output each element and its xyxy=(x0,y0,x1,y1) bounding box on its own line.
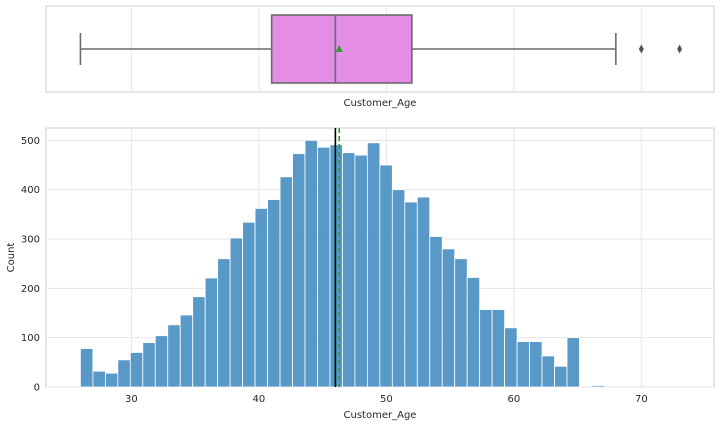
histogram-x-axis-label: Customer_Age xyxy=(344,410,417,421)
x-tick-label: 30 xyxy=(125,394,138,405)
histogram-bar xyxy=(504,327,518,388)
histogram-bar xyxy=(491,309,506,388)
boxplot-x-axis-label: Customer_Age xyxy=(344,98,417,109)
histogram-bar xyxy=(554,365,568,388)
histogram-bar xyxy=(179,314,194,388)
mean-marker xyxy=(335,45,343,52)
y-tick-label: 100 xyxy=(21,333,40,344)
histogram-bar xyxy=(329,144,343,388)
x-tick-label: 70 xyxy=(635,394,648,405)
histogram-bar xyxy=(142,342,156,388)
histogram-bar xyxy=(254,208,268,388)
histogram-bar xyxy=(204,277,219,388)
histogram-bar xyxy=(217,258,231,388)
histogram-bar xyxy=(229,237,244,388)
x-tick-label: 40 xyxy=(253,394,266,405)
histogram-bar xyxy=(516,341,530,388)
histogram-bar xyxy=(342,152,356,388)
x-tick-label: 60 xyxy=(507,394,520,405)
histogram-bar xyxy=(391,189,406,388)
histogram-bar xyxy=(92,370,106,388)
histogram-bar xyxy=(354,154,368,388)
y-tick-label: 300 xyxy=(21,235,40,246)
y-tick-label: 500 xyxy=(21,136,40,147)
histogram-bar xyxy=(591,385,605,388)
histogram-y-axis-label: Count xyxy=(6,243,17,273)
histogram-bar xyxy=(80,348,94,388)
histogram-bar xyxy=(541,355,555,388)
histogram-bar xyxy=(104,372,119,388)
histogram-bar xyxy=(117,359,131,388)
histogram-bar xyxy=(404,201,418,388)
histogram-bar xyxy=(379,164,393,388)
outlier-point xyxy=(677,44,683,54)
histogram-bar xyxy=(441,248,456,388)
x-tick-label: 50 xyxy=(380,394,393,405)
histogram-bar xyxy=(566,337,580,388)
histogram-bar xyxy=(366,142,381,388)
histogram-bar xyxy=(154,335,169,388)
histogram-bar xyxy=(267,199,281,388)
histogram-bar xyxy=(529,341,543,388)
histogram-bar xyxy=(167,324,181,388)
y-tick-label: 200 xyxy=(21,284,40,295)
histogram-bar xyxy=(192,296,206,388)
histogram-bar xyxy=(242,221,256,388)
histogram-bar xyxy=(129,352,144,388)
histogram-bar xyxy=(429,236,443,388)
histogram-bar xyxy=(466,277,481,388)
y-tick-label: 400 xyxy=(21,185,40,196)
histogram-bar xyxy=(279,176,293,388)
histogram-bar xyxy=(479,309,493,388)
histogram-bar xyxy=(317,146,331,388)
histogram-bar xyxy=(416,196,431,388)
histogram-panel: 0 100 200 300 400 500 30 40 50 60 70 Customer_Age Co… xyxy=(6,127,715,421)
y-tick-label: 0 xyxy=(34,383,40,394)
histogram-bar xyxy=(292,153,306,388)
iqr-box xyxy=(270,14,413,84)
boxplot-panel: Customer_Age xyxy=(45,5,715,109)
histogram-bar xyxy=(454,258,468,388)
histogram-bar xyxy=(304,139,318,388)
outlier-point xyxy=(638,44,644,54)
